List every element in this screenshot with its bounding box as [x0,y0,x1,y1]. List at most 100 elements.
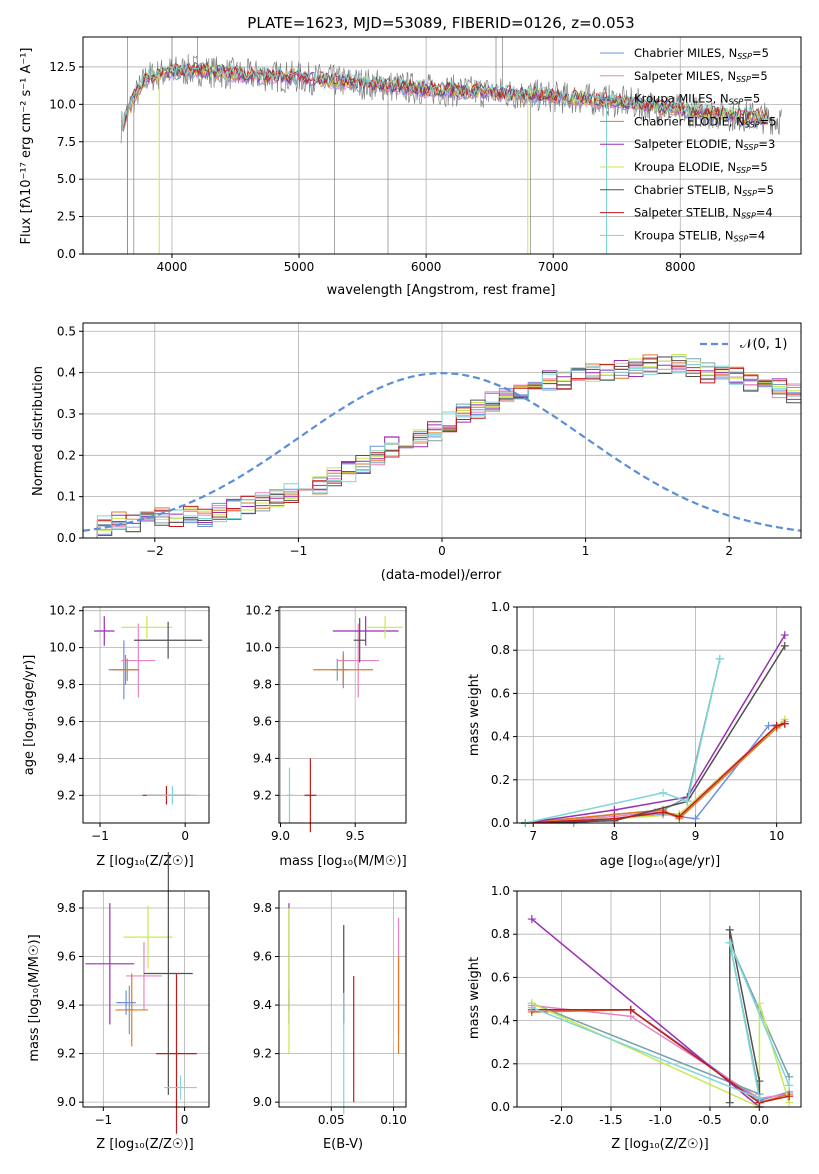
agem-xtick-label: 9.5 [346,829,365,843]
mwage-xtick-label: 7 [529,829,537,843]
agem-ytick-label: 10.2 [245,604,272,618]
age-vs-z-panel: Z [log₁₀(Z/Z☉)] age [log₁₀(age/yr)] −1 0 9… [22,604,210,869]
mwz-ylabel: mass weight [467,957,482,1039]
mwz-xtick-label: 0.0 [750,1113,769,1127]
masse-ytick-label: 9.4 [253,998,272,1012]
spec-ytick-label: 10.0 [49,97,76,111]
massz-ytick-label: 9.4 [57,998,76,1012]
hist-ytick-label: 0.5 [57,324,76,338]
masse-xtick-label: 0.10 [380,1113,407,1127]
massz-ytick-label: 9.6 [57,950,76,964]
mwage-series-marker [764,721,773,730]
mwz-series-marker [527,915,536,924]
spectrum-xlabel: wavelength [Angstrom, rest frame] [327,283,556,298]
massz-ytick-label: 9.8 [57,901,76,915]
masse-ytick-label: 9.0 [253,1095,272,1109]
spec-xtick-label: 7000 [538,260,569,274]
massz-ytick-label: 9.0 [57,1095,76,1109]
spec-ytick-label: 2.5 [57,210,76,224]
hist-xtick-label: 0 [438,544,446,558]
mwz-xtick-label: -1.5 [599,1113,622,1127]
mwage-xlabel: age [log₁₀(age/yr)] [600,854,721,869]
masse-frame [278,890,407,1108]
mwage-xtick-label: 9 [692,829,700,843]
masse-ytick-label: 9.6 [253,950,272,964]
mwz-series-marker [725,1098,734,1107]
mwz-series-marker [785,1072,794,1081]
hist-xtick-label: −1 [290,544,308,558]
mwage-series-marker [780,641,789,650]
agez-ytick-label: 9.6 [57,714,76,728]
hist-ytick-label: 0.0 [57,531,76,545]
mwz-ytick-label: 1.0 [491,884,510,898]
hist-frame [82,322,802,539]
spectrum-legend-entry: Salpeter STELIB, NSSP=4 [634,206,773,221]
spec-xtick-label: 4000 [157,260,188,274]
mwz-frame [516,890,802,1108]
mwz-ytick-label: 0.6 [491,970,510,984]
mwz-xtick-label: -0.5 [698,1113,721,1127]
mwage-ytick-label: 0.8 [491,643,510,657]
massz-xtick-label: 0 [181,1113,189,1127]
hist-xtick-label: −2 [146,544,164,558]
hist-ytick-label: 0.4 [57,366,76,380]
hist-legend-label: 𝒩(0, 1) [740,337,787,352]
massweight-vs-age-panel: age [log₁₀(age/yr)] mass weight 7 8 9 10 0.0… [467,600,802,869]
agem-ytick-label: 9.2 [253,788,272,802]
mass-vs-ebv-panel: E(B-V) 0.05 0.10 9.0 9.2 9.4 9.6 9.8 [253,890,407,1152]
spec-xtick-label: 5000 [284,260,315,274]
mwage-series-marker [780,719,789,728]
masse-xtick-label: 0.05 [318,1113,345,1127]
agem-frame [278,606,407,824]
mwz-series-line [531,942,790,1100]
mwage-series-marker [683,797,692,806]
mwage-series-marker [780,631,789,640]
hist-xlabel: (data-model)/error [381,568,502,583]
spectrum-panel: PLATE=1623, MJD=53089, FIBERID=0126, z=0… [19,14,802,298]
agem-ytick-label: 9.6 [253,714,272,728]
agem-ytick-label: 9.8 [253,678,272,692]
spectrum-legend-entry: Kroupa ELODIE, NSSP=5 [634,160,768,175]
hist-ylabel: Normed distribution [31,366,46,496]
mwage-series-marker [772,721,781,730]
spectrum-legend-entry: Chabrier ELODIE, NSSP=5 [634,114,776,129]
mwage-series-marker [659,788,668,797]
spectrum-legend-entry: Chabrier MILES, NSSP=5 [634,46,769,61]
agez-xtick-label: −1 [91,829,109,843]
spectrum-legend-entry: Salpeter MILES, NSSP=5 [634,69,768,84]
mwz-xlabel: Z [log₁₀(Z/Z☉)] [611,1137,708,1152]
agez-ytick-label: 10.2 [49,604,76,618]
mwz-ytick-label: 0.8 [491,927,510,941]
mwage-ytick-label: 0.4 [491,730,510,744]
mwage-series-marker [610,814,619,823]
agez-ytick-label: 9.8 [57,678,76,692]
masse-ytick-label: 9.8 [253,901,272,915]
mwage-series-marker [610,806,619,815]
mwage-xtick-label: 10 [769,829,784,843]
mwage-series-line [525,718,786,824]
spectrum-ylabel: Flux [fλ10⁻¹⁷ erg cm⁻² s⁻¹ A⁻¹] [19,48,34,245]
hist-ytick-label: 0.3 [57,407,76,421]
spectrum-title: PLATE=1623, MJD=53089, FIBERID=0126, z=0… [247,14,634,32]
massweight-vs-z-panel: Z [log₁₀(Z/Z☉)] mass weight -2.0 -1.5 -1.0… [467,884,802,1152]
spec-ytick-label: 7.5 [57,135,76,149]
agez-ylabel: age [log₁₀(age/yr)] [22,655,37,776]
mwz-series-marker [785,1081,794,1090]
agez-ytick-label: 9.4 [57,751,76,765]
hist-gaussian-curve [82,371,802,532]
mwz-series-marker [626,1005,635,1014]
spec-frame [82,36,802,255]
mwage-xtick-label: 8 [611,829,619,843]
hist-xtick-label: 2 [725,544,733,558]
hist-ytick-label: 0.2 [57,448,76,462]
agez-xlabel: Z [log₁₀(Z/Z☉)] [96,854,193,869]
mwz-series-marker [755,999,764,1008]
mwage-series-line [525,645,786,824]
agem-ytick-label: 9.4 [253,751,272,765]
mwage-series-marker [675,812,684,821]
mwz-xtick-label: -1.0 [649,1113,672,1127]
spec-ytick-label: 12.5 [49,60,76,74]
mwage-series-marker [691,814,700,823]
mwage-ytick-label: 0.2 [491,773,510,787]
